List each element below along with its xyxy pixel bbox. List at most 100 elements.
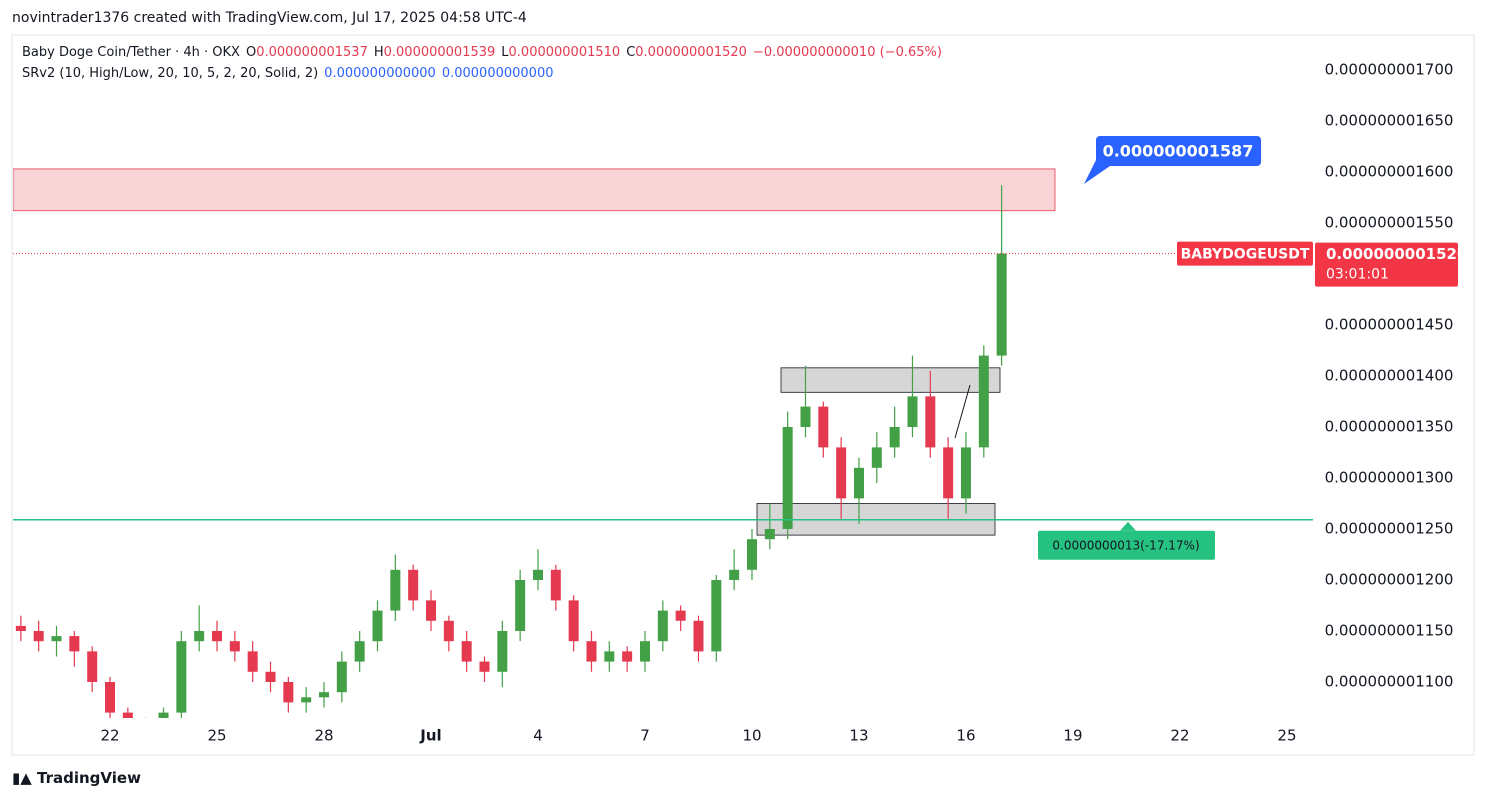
candle-body <box>943 447 954 499</box>
support-label: 0.0000000013(-17.17%) <box>1052 538 1199 552</box>
y-tick-label: 0.000000001250 <box>1325 519 1454 537</box>
x-tick-label: 16 <box>956 727 975 745</box>
legend-item: O <box>245 45 257 60</box>
candle-body <box>15 625 26 631</box>
candle-body <box>764 528 775 540</box>
y-tick-label: 0.000000001200 <box>1325 570 1454 588</box>
candle-body <box>461 641 472 662</box>
x-tick-label: 10 <box>742 727 761 745</box>
candle-body <box>853 467 864 499</box>
legend-item: H <box>373 45 384 60</box>
x-tick-label: Jul <box>419 727 441 745</box>
candle-body <box>479 661 490 672</box>
candle-body <box>141 723 151 733</box>
candle-body <box>586 641 597 662</box>
candle-body <box>408 569 419 601</box>
legend-item: Baby Doge Coin/Tether · 4h · OKX <box>22 45 240 60</box>
candle-body <box>550 569 561 601</box>
candle-body <box>51 636 62 642</box>
candle-body <box>443 620 454 642</box>
y-tick-label: 0.000000001700 <box>1325 60 1454 78</box>
candle-body <box>319 692 330 698</box>
callout-box <box>1096 136 1261 166</box>
zone <box>13 168 1056 212</box>
legend: Baby Doge Coin/Tether · 4h · OKX O0.00000… <box>22 45 948 60</box>
candle-body <box>515 579 526 631</box>
candle-body <box>925 396 936 448</box>
y-tick-label: 0.000000001450 <box>1325 315 1454 333</box>
callout-tail <box>1084 160 1110 184</box>
y-tick-label: 0.000000001600 <box>1325 162 1454 180</box>
legend-item: SRv2 (10, High/Low, 20, 10, 5, 2, 20, So… <box>22 66 319 81</box>
x-tick-label: 25 <box>1277 727 1296 745</box>
legend-item: C <box>626 45 636 60</box>
legend-item: 0.000000001520 <box>635 45 747 60</box>
x-tick-label: 19 <box>1063 727 1082 745</box>
symbol-box <box>1177 241 1313 266</box>
support-label-box <box>1038 530 1215 560</box>
footer-text: TradingView <box>37 769 141 787</box>
legend-item: −0.000000000010 (−0.65%) <box>752 45 942 60</box>
trendline <box>954 384 971 439</box>
candle-body <box>657 610 668 642</box>
candle-body <box>425 600 436 621</box>
legend-item: L <box>501 45 509 60</box>
price-box <box>1315 242 1458 287</box>
candle-body <box>265 671 276 682</box>
candle-body <box>390 569 401 611</box>
candle-body <box>229 641 240 652</box>
plot <box>13 168 1056 733</box>
y-tick-label: 0.000000001650 <box>1325 111 1454 129</box>
candle-body <box>69 636 80 652</box>
candle-body <box>532 569 543 580</box>
candle-body <box>372 610 383 642</box>
candle-body <box>693 620 704 652</box>
candle-body <box>871 447 882 468</box>
legend-item: 0.000000001510 <box>508 45 621 60</box>
candle-body <box>960 447 971 499</box>
candle-body <box>87 651 98 682</box>
candle-body <box>212 630 223 642</box>
x-tick-label: 7 <box>640 727 650 745</box>
candle-body <box>729 569 740 580</box>
candle-body <box>105 681 116 713</box>
x-tick-label: 22 <box>1170 727 1189 745</box>
candle-body <box>176 641 187 713</box>
candle-body <box>301 697 312 703</box>
x-tick-label: 25 <box>207 727 226 745</box>
symbol-label: BABYDOGEUSDT <box>1181 247 1310 263</box>
candle-body <box>622 651 633 662</box>
candle-body <box>836 447 847 499</box>
candle-body <box>996 253 1007 356</box>
legend-item: 0.000000000000 <box>324 66 436 81</box>
candle-body <box>907 396 918 427</box>
y-tick-label: 0.000000001350 <box>1325 417 1454 435</box>
candle-body <box>746 539 757 570</box>
legend-item: 0.000000000000 <box>441 66 554 81</box>
candle-body <box>711 579 722 652</box>
attribution: novintrader1376 created with TradingView… <box>12 10 527 26</box>
legend-item: 0.000000001537 <box>256 45 368 60</box>
y-tick-label: 0.000000001100 <box>1325 672 1454 690</box>
candle-body <box>675 610 686 621</box>
candle-body <box>978 355 989 448</box>
candle-body <box>889 426 900 448</box>
callout-label: 0.000000001587 <box>1103 142 1254 161</box>
candle-body <box>604 651 615 662</box>
candle-body <box>194 630 205 642</box>
price-label: 0.000000001520 <box>1326 245 1467 263</box>
candle-body <box>782 426 793 529</box>
x-tick-label: 13 <box>849 727 868 745</box>
candle-body <box>336 661 347 693</box>
candle-body <box>818 406 829 448</box>
candle-body <box>283 681 294 703</box>
frame <box>11 34 1475 756</box>
candle-body <box>354 641 365 662</box>
footer: ▮▲ TradingView <box>12 769 141 787</box>
candle-body <box>497 630 508 672</box>
zone <box>780 367 1001 393</box>
x-tick-label: 28 <box>314 727 333 745</box>
y-tick-label: 0.000000001300 <box>1325 468 1454 486</box>
candle-body <box>122 712 133 718</box>
